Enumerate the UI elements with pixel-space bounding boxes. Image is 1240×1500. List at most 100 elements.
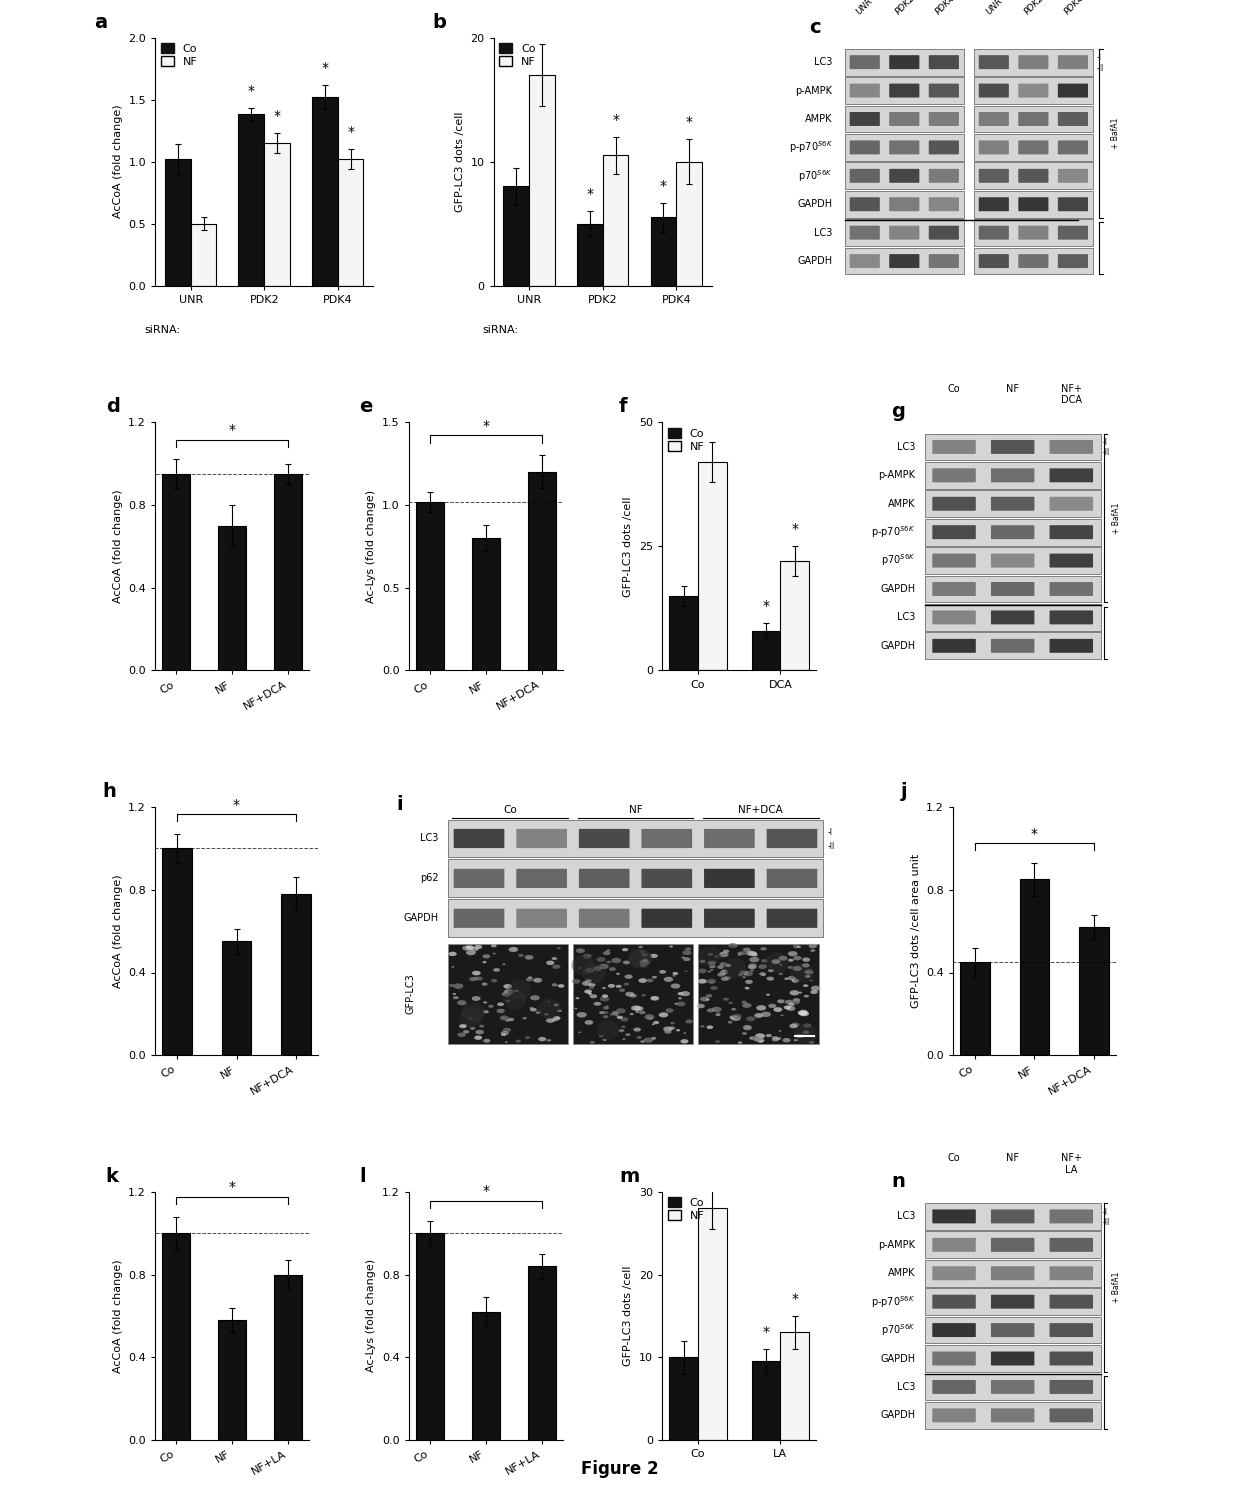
Bar — [312, 98, 337, 285]
Text: GAPDH: GAPDH — [880, 584, 915, 594]
Circle shape — [782, 1038, 791, 1042]
Text: Co: Co — [947, 1154, 960, 1162]
FancyBboxPatch shape — [516, 830, 567, 848]
Ellipse shape — [583, 964, 605, 984]
Circle shape — [503, 988, 513, 994]
Circle shape — [787, 958, 794, 962]
Text: p-AMPK: p-AMPK — [878, 1240, 915, 1250]
Circle shape — [758, 964, 768, 969]
Circle shape — [503, 984, 512, 988]
Circle shape — [733, 945, 738, 946]
Circle shape — [805, 969, 813, 975]
Circle shape — [749, 951, 754, 954]
FancyBboxPatch shape — [932, 525, 976, 538]
FancyBboxPatch shape — [932, 1266, 976, 1280]
Circle shape — [475, 945, 482, 950]
FancyBboxPatch shape — [991, 639, 1034, 652]
Circle shape — [640, 963, 647, 968]
Circle shape — [615, 1014, 619, 1016]
FancyBboxPatch shape — [1018, 141, 1049, 154]
Circle shape — [500, 1016, 508, 1020]
Circle shape — [575, 948, 585, 952]
Text: LC3: LC3 — [897, 1382, 915, 1392]
Circle shape — [547, 1040, 552, 1041]
Bar — [415, 1233, 444, 1440]
Circle shape — [590, 1041, 595, 1044]
Circle shape — [748, 964, 756, 969]
Circle shape — [639, 945, 644, 948]
Bar — [698, 462, 727, 670]
Circle shape — [787, 976, 796, 980]
FancyBboxPatch shape — [516, 909, 567, 928]
Text: LC3: LC3 — [815, 57, 832, 68]
Circle shape — [746, 951, 755, 956]
Circle shape — [616, 1008, 626, 1014]
FancyBboxPatch shape — [978, 141, 1009, 154]
FancyBboxPatch shape — [991, 525, 1034, 538]
FancyBboxPatch shape — [889, 254, 919, 268]
Text: p-AMPK: p-AMPK — [878, 471, 915, 480]
Circle shape — [635, 1011, 639, 1013]
FancyBboxPatch shape — [1049, 1209, 1092, 1224]
Circle shape — [742, 1032, 748, 1035]
Circle shape — [779, 972, 782, 975]
Circle shape — [505, 1041, 507, 1042]
Bar — [162, 849, 192, 1054]
FancyBboxPatch shape — [889, 84, 919, 98]
Circle shape — [585, 980, 591, 982]
Circle shape — [516, 1040, 521, 1042]
Circle shape — [484, 1040, 490, 1042]
Text: p62: p62 — [420, 873, 439, 883]
Bar — [162, 474, 190, 670]
Circle shape — [453, 996, 459, 999]
Circle shape — [719, 962, 727, 966]
Bar — [415, 501, 444, 670]
FancyBboxPatch shape — [929, 84, 959, 98]
Circle shape — [666, 1008, 673, 1013]
Y-axis label: AcCoA (fold change): AcCoA (fold change) — [113, 489, 123, 603]
FancyBboxPatch shape — [889, 198, 919, 211]
Text: LC3: LC3 — [897, 442, 915, 452]
Circle shape — [554, 1004, 559, 1007]
Ellipse shape — [508, 980, 531, 1000]
Circle shape — [749, 1036, 756, 1040]
Circle shape — [619, 1029, 625, 1032]
Circle shape — [599, 963, 609, 969]
FancyBboxPatch shape — [991, 440, 1034, 454]
Circle shape — [494, 968, 500, 972]
Circle shape — [719, 952, 729, 957]
Circle shape — [459, 1024, 466, 1028]
Circle shape — [522, 1017, 527, 1020]
Text: k: k — [105, 1167, 119, 1186]
Circle shape — [544, 1013, 548, 1016]
Circle shape — [708, 970, 711, 972]
Circle shape — [641, 952, 647, 957]
Circle shape — [529, 1008, 537, 1011]
Bar — [960, 962, 990, 1054]
Bar — [780, 561, 810, 670]
Bar — [975, 162, 1092, 189]
Circle shape — [646, 978, 653, 982]
Circle shape — [584, 1020, 593, 1025]
Text: LC3: LC3 — [420, 834, 439, 843]
Circle shape — [619, 988, 625, 992]
Bar — [975, 190, 1092, 217]
Ellipse shape — [766, 952, 789, 972]
Circle shape — [608, 984, 615, 988]
Bar — [925, 604, 1101, 631]
Circle shape — [557, 1010, 562, 1013]
Circle shape — [677, 1002, 686, 1007]
FancyBboxPatch shape — [849, 170, 880, 183]
Circle shape — [605, 1005, 609, 1007]
Y-axis label: AcCoA (fold change): AcCoA (fold change) — [113, 1258, 123, 1372]
Circle shape — [739, 970, 748, 975]
Text: PDK4: PDK4 — [934, 0, 957, 16]
Circle shape — [728, 1022, 733, 1023]
Circle shape — [603, 1040, 606, 1041]
FancyBboxPatch shape — [978, 198, 1009, 211]
Legend: Co, NF: Co, NF — [667, 427, 704, 451]
Circle shape — [574, 1008, 578, 1010]
FancyBboxPatch shape — [991, 468, 1034, 483]
Text: l: l — [360, 1167, 366, 1186]
Text: NF: NF — [629, 804, 642, 814]
